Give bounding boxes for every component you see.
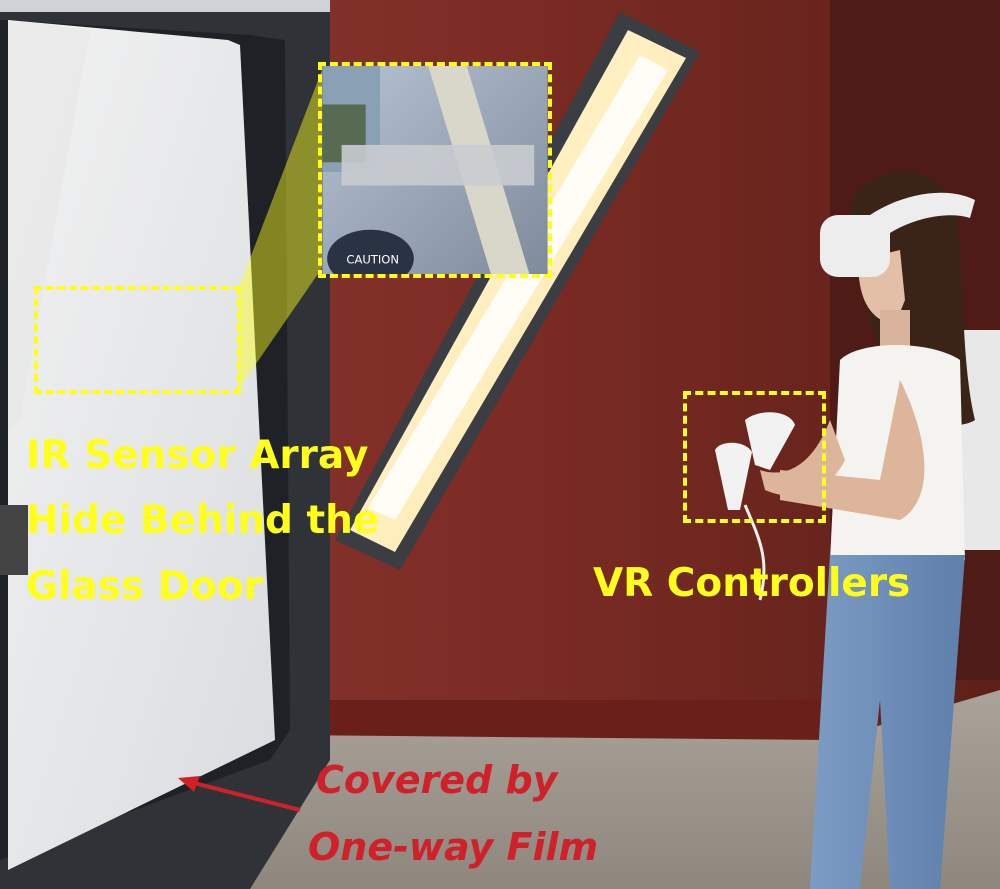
ir-sensor-label-line2: Hide Behind the — [26, 498, 380, 543]
lamp-core — [368, 55, 668, 520]
person — [715, 171, 975, 889]
inset-sticker-text: CAUTION — [346, 252, 399, 266]
ir-sensor-box — [34, 286, 241, 394]
ir-sensor-label-line3: Glass Door — [26, 564, 263, 609]
vr-controllers-label: VR Controllers — [593, 561, 911, 606]
ir-sensor-label-line1: IR Sensor Array — [26, 433, 369, 478]
skirting — [310, 700, 830, 740]
film-label-line1: Covered by — [316, 758, 558, 802]
zoom-inset: CAUTION — [318, 62, 552, 278]
film-label-line2: One-way Film — [308, 825, 599, 869]
floor — [230, 690, 1000, 889]
glass-reflection — [8, 20, 90, 430]
inset-image: CAUTION — [322, 66, 548, 274]
ceiling-strip — [0, 0, 330, 12]
door-handle — [0, 505, 28, 575]
arrow-icon — [178, 776, 301, 812]
vr-controllers-box — [683, 391, 826, 523]
zoom-projection — [238, 70, 322, 390]
glass-door — [8, 20, 275, 870]
